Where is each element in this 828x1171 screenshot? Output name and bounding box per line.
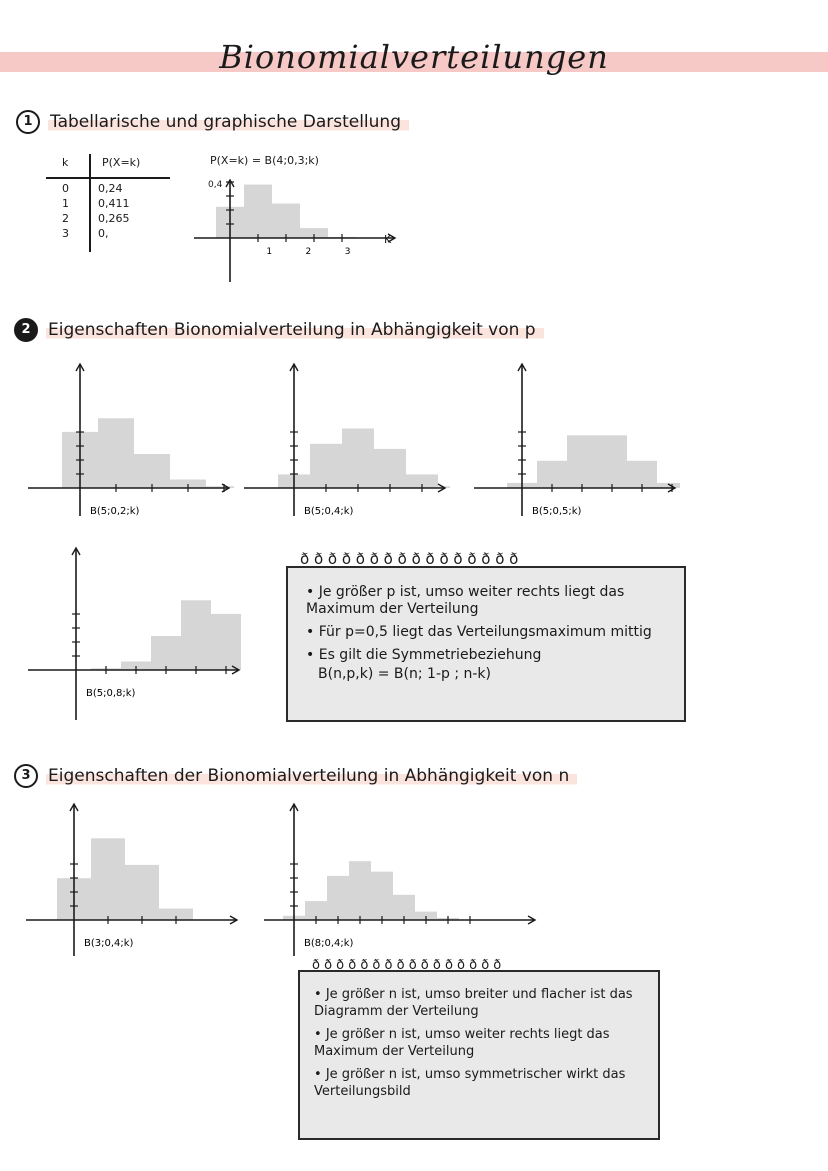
bar: [310, 443, 342, 488]
chart-caption: B(5;0,5;k): [532, 506, 582, 517]
chart-caption: B(5;0,8;k): [86, 688, 136, 699]
chart-1: 1 2 3: [194, 178, 397, 282]
y-axis-arrow: [225, 178, 235, 188]
bar: [657, 482, 680, 488]
y-axis-arrow: [517, 362, 527, 372]
chart-5: B(5;0,8;k): [28, 546, 241, 720]
bar: [206, 486, 234, 488]
bar: [300, 228, 328, 238]
bar: [151, 636, 181, 670]
bar: [181, 600, 211, 670]
bar: [91, 838, 125, 920]
bar: [567, 435, 597, 488]
y-axis-arrow: [69, 802, 79, 812]
x-tick-label: 1: [266, 247, 272, 257]
table-cell: 0,24: [98, 182, 123, 195]
x-axis-arrow: [387, 233, 397, 243]
notebook-rings: ð ð ð ð ð ð ð ð ð ð ð ð ð ð ð ð: [300, 550, 519, 568]
bar: [134, 454, 170, 488]
chart-3: B(5;0,4;k): [244, 362, 450, 517]
table-cell: 0,411: [98, 197, 130, 210]
bar: [406, 474, 438, 488]
bar: [244, 184, 272, 238]
section1-heading: Tabellarische und graphische Darstellung: [48, 112, 409, 132]
x-axis-arrow: [527, 915, 537, 925]
note-item: • Je größer p ist, umso weiter rechts li…: [306, 584, 625, 617]
section3-note-box: • Je größer n ist, umso breiter und flac…: [298, 970, 660, 1140]
bar: [349, 861, 371, 920]
x-axis-arrow: [229, 915, 239, 925]
bar: [327, 875, 349, 920]
note-item: • Für p=0,5 liegt das Verteilungsmaximum…: [306, 624, 652, 640]
bar: [272, 203, 300, 238]
bar: [170, 479, 206, 488]
table-cell: 0: [62, 182, 69, 195]
x-axis-arrow: [667, 483, 677, 493]
x-axis-arrow: [437, 483, 447, 493]
x-tick-label: 2: [306, 247, 312, 257]
chart-caption: B(5;0,4;k): [304, 506, 354, 517]
chart1-y-tick: 0,4: [208, 180, 223, 190]
chart1-x-label: K: [384, 233, 392, 246]
x-axis-arrow: [231, 665, 241, 675]
chart1-title: P(X=k) = B(4;0,3;k): [210, 154, 319, 167]
chart-caption: B(5;0,2;k): [90, 506, 140, 517]
page-title: Bionomialverteilungen: [219, 38, 609, 76]
bar: [627, 460, 657, 488]
section1-number: 1: [16, 110, 40, 134]
table-cell: 2: [62, 212, 69, 225]
chart-2: B(5;0,2;k): [28, 362, 234, 517]
y-axis-arrow: [289, 802, 299, 812]
table-lines: [46, 154, 170, 252]
bar: [305, 901, 327, 920]
chart-caption: B(8;0,4;k): [304, 938, 354, 949]
section1-heading-row: 1 Tabellarische und graphische Darstellun…: [16, 110, 409, 134]
table-cell: 3: [62, 227, 69, 240]
bar: [393, 894, 415, 920]
chart-4: B(5;0,5;k): [474, 362, 680, 517]
table-cell: 0,265: [98, 212, 130, 225]
section3-number: 3: [14, 764, 38, 788]
bar: [415, 911, 437, 920]
bar: [537, 460, 567, 488]
bar: [597, 435, 627, 488]
section3-heading: Eigenschaften der Bionomialverteilung in…: [46, 766, 578, 786]
note-item: • Je größer n ist, umso breiter und flac…: [314, 987, 633, 1019]
bar: [211, 613, 241, 670]
notebook-rings: ð ð ð ð ð ð ð ð ð ð ð ð ð ð ð ð: [312, 958, 502, 973]
section2-heading-row: 2 Eigenschaften Bionomialverteilung in Ab…: [14, 318, 544, 342]
note-item: • Je größer n ist, umso symmetrischer wi…: [314, 1067, 626, 1099]
section2-number: 2: [14, 318, 38, 342]
table-header-p: P(X=k): [102, 156, 141, 169]
y-axis-arrow: [289, 362, 299, 372]
bar: [125, 864, 159, 920]
table-cell: 1: [62, 197, 69, 210]
bar: [121, 661, 151, 670]
table-cell: 0,: [98, 227, 109, 240]
section3-heading-row: 3 Eigenschaften der Bionomialverteilung i…: [14, 764, 578, 788]
bar: [159, 908, 193, 920]
bar: [342, 428, 374, 488]
section2-heading: Eigenschaften Bionomialverteilung in Abh…: [46, 320, 544, 340]
chart-caption: B(3;0,4;k): [84, 938, 134, 949]
x-tick-label: 3: [345, 247, 351, 257]
section2-note-box: • Je größer p ist, umso weiter rechts li…: [286, 566, 686, 722]
title-band: [0, 52, 828, 72]
chart-6: B(3;0,4;k): [26, 802, 239, 956]
y-axis-arrow: [71, 546, 81, 556]
table-header-k: k: [62, 156, 69, 169]
bar: [371, 871, 393, 920]
note-item: • Je größer n ist, umso weiter rechts li…: [314, 1027, 610, 1059]
note-item: • Es gilt die Symmetriebeziehung: [306, 647, 542, 663]
bar: [374, 448, 406, 488]
note-formula: B(n,p,k) = B(n; 1-p ; n-k): [318, 666, 491, 682]
value-table: k P(X=k) 0 0,24 1 0,411 2 0,265 3 0,: [44, 152, 174, 262]
chart-7: B(8;0,4;k): [264, 802, 537, 956]
y-axis-arrow: [75, 362, 85, 372]
bar: [98, 418, 134, 488]
